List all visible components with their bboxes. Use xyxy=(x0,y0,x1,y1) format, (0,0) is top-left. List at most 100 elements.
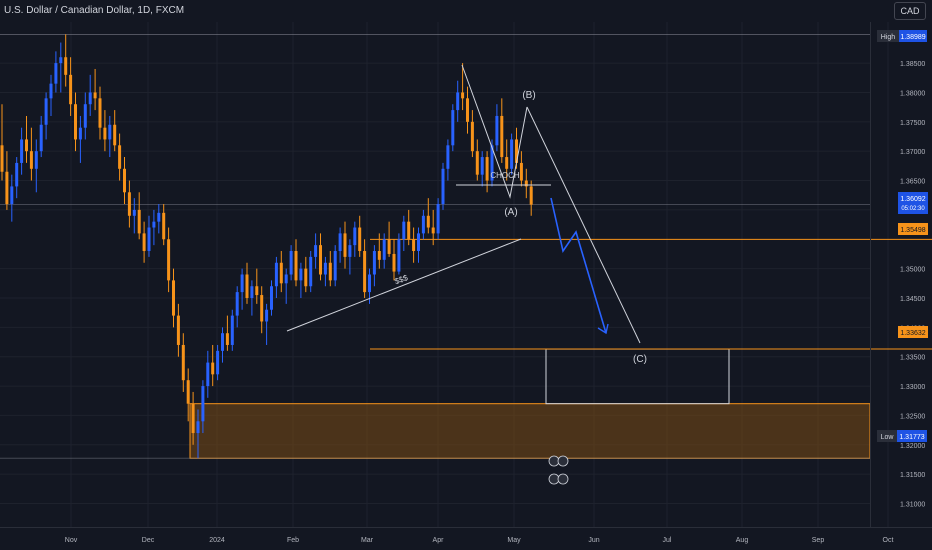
candle-body[interactable] xyxy=(446,145,450,169)
candle-body[interactable] xyxy=(529,186,533,205)
candle-body[interactable] xyxy=(358,227,362,252)
candle-body[interactable] xyxy=(216,350,220,375)
candle-body[interactable] xyxy=(206,362,210,387)
candle-body[interactable] xyxy=(127,192,131,216)
candle-body[interactable] xyxy=(235,292,239,316)
candle-body[interactable] xyxy=(201,386,205,422)
candle-body[interactable] xyxy=(137,209,141,234)
demand-zone[interactable] xyxy=(189,403,871,459)
dividend-event-icon[interactable] xyxy=(557,473,569,485)
candle-body[interactable] xyxy=(147,227,151,252)
candle-body[interactable] xyxy=(225,333,229,345)
candle-body[interactable] xyxy=(417,233,420,252)
candle-body[interactable] xyxy=(387,239,391,254)
candle-body[interactable] xyxy=(98,98,102,128)
candle-body[interactable] xyxy=(524,180,528,187)
candle-body[interactable] xyxy=(181,344,185,381)
candle-body[interactable] xyxy=(255,286,259,296)
candle-body[interactable] xyxy=(436,204,440,234)
candle-body[interactable] xyxy=(260,295,264,322)
candle-body[interactable] xyxy=(441,168,445,205)
candle-body[interactable] xyxy=(20,139,24,163)
candle-body[interactable] xyxy=(113,124,117,146)
candle-body[interactable] xyxy=(230,315,234,345)
candle-body[interactable] xyxy=(515,139,518,163)
candle-body[interactable] xyxy=(456,92,460,111)
candle-body[interactable] xyxy=(162,212,166,240)
candle-body[interactable] xyxy=(309,256,313,287)
candle-body[interactable] xyxy=(54,63,58,84)
candle-body[interactable] xyxy=(412,239,416,252)
candle-body[interactable] xyxy=(59,57,63,64)
candle-body[interactable] xyxy=(397,239,401,272)
candle-body[interactable] xyxy=(426,215,430,228)
candle-body[interactable] xyxy=(289,251,293,275)
earnings-event-icon[interactable] xyxy=(557,455,569,467)
candle-body[interactable] xyxy=(485,157,489,181)
candle-body[interactable] xyxy=(451,110,455,146)
candle-body[interactable] xyxy=(83,104,87,128)
candle-body[interactable] xyxy=(500,115,504,158)
candle-body[interactable] xyxy=(93,92,97,99)
flash-event-icon[interactable] xyxy=(548,455,560,467)
candle-body[interactable] xyxy=(34,151,38,169)
candle-body[interactable] xyxy=(29,151,33,169)
candle-body[interactable] xyxy=(495,115,499,146)
economic-event-icon[interactable] xyxy=(548,473,560,485)
candle-body[interactable] xyxy=(299,268,303,281)
candle-body[interactable] xyxy=(157,212,161,222)
candle-body[interactable] xyxy=(338,233,342,252)
candle-body[interactable] xyxy=(407,221,411,240)
candle-body[interactable] xyxy=(103,127,107,140)
candle-body[interactable] xyxy=(480,157,484,175)
projection-path[interactable] xyxy=(550,197,607,334)
candle-body[interactable] xyxy=(368,274,371,293)
candle-body[interactable] xyxy=(402,221,406,240)
descending-trendline[interactable] xyxy=(526,106,641,344)
candle-body[interactable] xyxy=(510,139,514,169)
candle-body[interactable] xyxy=(88,92,92,105)
candle-body[interactable] xyxy=(10,186,14,205)
wave-path[interactable] xyxy=(461,64,528,199)
candle-body[interactable] xyxy=(343,233,347,257)
candle-body[interactable] xyxy=(221,333,224,351)
candle-body[interactable] xyxy=(108,124,112,140)
candle-body[interactable] xyxy=(348,245,352,257)
candle-body[interactable] xyxy=(191,403,195,434)
candle-body[interactable] xyxy=(328,262,332,281)
candle-body[interactable] xyxy=(211,362,215,375)
candle-body[interactable] xyxy=(466,98,469,122)
candle-body[interactable] xyxy=(304,268,308,287)
candle-body[interactable] xyxy=(78,127,82,140)
candle-body[interactable] xyxy=(196,421,200,434)
candle-body[interactable] xyxy=(69,74,73,105)
candle-body[interactable] xyxy=(274,262,278,287)
candle-body[interactable] xyxy=(519,162,523,181)
candle-body[interactable] xyxy=(323,262,327,275)
candle-body[interactable] xyxy=(123,168,126,193)
candle-body[interactable] xyxy=(265,309,269,322)
price-axis[interactable] xyxy=(870,22,932,527)
candle-body[interactable] xyxy=(132,209,136,216)
candle-body[interactable] xyxy=(118,145,122,169)
candle-body[interactable] xyxy=(270,286,273,310)
candle-body[interactable] xyxy=(372,251,376,275)
currency-button[interactable]: CAD xyxy=(894,2,926,20)
candle-body[interactable] xyxy=(250,286,254,298)
candle-body[interactable] xyxy=(382,239,386,260)
candle-body[interactable] xyxy=(470,121,474,152)
candle-body[interactable] xyxy=(284,274,288,284)
candle-body[interactable] xyxy=(363,251,367,293)
candle-body[interactable] xyxy=(142,233,146,252)
candle-body[interactable] xyxy=(319,245,322,275)
time-axis[interactable] xyxy=(0,527,932,550)
candle-body[interactable] xyxy=(475,151,479,175)
candle-body[interactable] xyxy=(314,245,318,257)
candle-body[interactable] xyxy=(176,315,180,345)
candle-body[interactable] xyxy=(74,104,77,140)
candle-body[interactable] xyxy=(0,145,4,172)
candle-body[interactable] xyxy=(5,171,9,205)
candle-body[interactable] xyxy=(172,280,175,316)
candle-body[interactable] xyxy=(39,124,43,152)
